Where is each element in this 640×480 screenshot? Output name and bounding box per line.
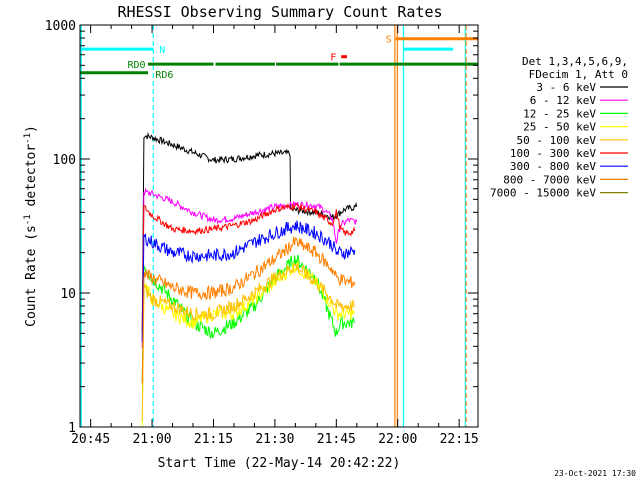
legend-label: 300 - 800 keV (510, 160, 596, 173)
y-tick-label: 10 (60, 287, 76, 302)
x-tick-label: 22:15 (440, 432, 479, 447)
series-line-6 (141, 202, 356, 331)
flag-label-rd0: RD0 (127, 60, 145, 71)
flag-label-rd6: RD6 (155, 70, 173, 81)
series-line-3 (141, 254, 356, 381)
legend-header-line: Det 1,3,4,5,6,9, (522, 55, 628, 68)
legend-label: 50 - 100 keV (517, 134, 597, 147)
plot-area: N RD0 RD6 F S (80, 25, 478, 428)
y-axis-label-end: ) (24, 125, 39, 133)
legend-label: 100 - 300 keV (510, 147, 596, 160)
x-tick-label: 21:15 (194, 432, 233, 447)
plot-frame (79, 24, 479, 428)
x-tick-label: 21:00 (132, 432, 171, 447)
y-axis-label-sup2: -1 (23, 133, 33, 144)
legend-label: 25 - 50 keV (523, 121, 596, 134)
legend-label: 3 - 6 keV (536, 81, 596, 94)
x-tick-label: 21:45 (317, 432, 356, 447)
x-tick-label: 22:00 (378, 432, 417, 447)
series-line-2 (141, 187, 358, 348)
chart-title: RHESSI Observing Summary Count Rates (117, 3, 442, 21)
flag-label-s: S (386, 35, 392, 46)
y-axis-label-main: Count Rate (s (24, 225, 39, 327)
x-tick-label: 21:30 (255, 432, 294, 447)
y-tick-label: 1 (68, 421, 76, 436)
footer-date: 23-Oct-2021 17:30 (554, 469, 636, 478)
flag-label-f: F (330, 53, 336, 64)
legend-label: 800 - 7000 keV (503, 173, 596, 186)
y-tick-label: 100 (53, 153, 76, 168)
series-line-8 (141, 236, 356, 384)
svg-text:Count Rate (s-1 detector-1): Count Rate (s-1 detector-1) (23, 125, 39, 327)
legend-label: 6 - 12 keV (530, 94, 597, 107)
flag-label-n: N (159, 45, 165, 56)
legend-label: 7000 - 15000 keV (490, 187, 596, 200)
series-line-7 (141, 220, 356, 342)
series-line-5 (141, 262, 356, 422)
y-axis-label: Count Rate (s-1 detector-1) (23, 125, 39, 327)
series-line-1 (141, 131, 358, 334)
y-axis-label-mid: detector (24, 144, 39, 215)
axes: 20:45 21:00 21:15 21:30 21:45 22:00 22:15 1 10 10… (45, 19, 479, 447)
y-tick-label: 1000 (45, 19, 76, 34)
legend-header-line: FDecim 1, Att 0 (529, 68, 628, 81)
legend-label: 12 - 25 keV (523, 107, 596, 120)
x-tick-label: 20:45 (71, 432, 110, 447)
legend: Det 1,3,4,5,6,9,FDecim 1, Att 03 - 6 keV… (490, 55, 628, 200)
y-axis-label-sup1: -1 (23, 214, 33, 225)
x-axis-label: Start Time (22-May-14 20:42:22) (158, 456, 401, 471)
